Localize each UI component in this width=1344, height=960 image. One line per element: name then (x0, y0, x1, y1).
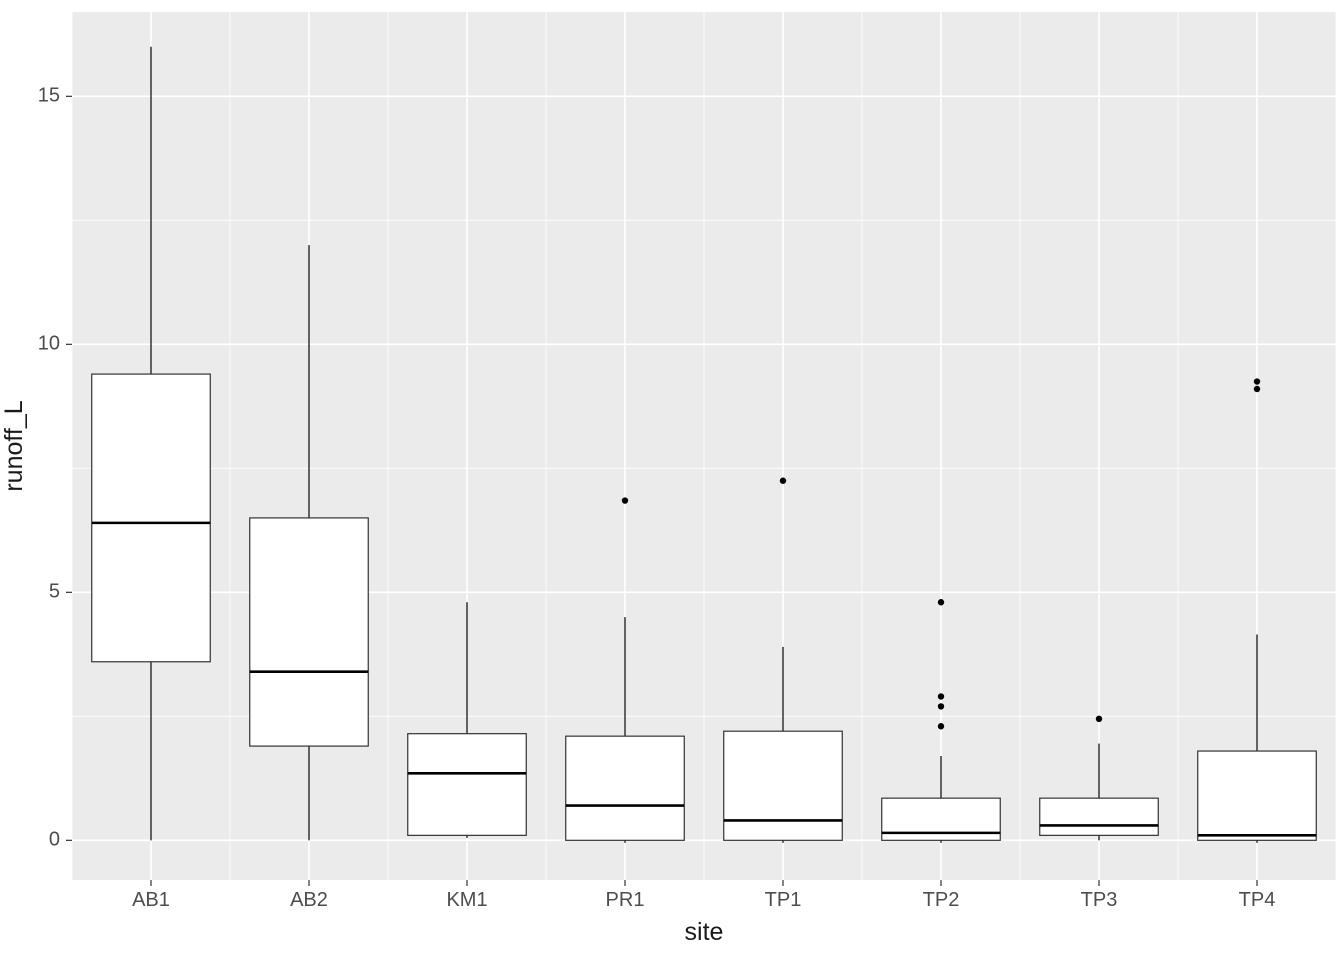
x-tick-label: TP4 (1239, 889, 1276, 911)
outlier-point (1254, 386, 1260, 392)
box-rect (408, 734, 527, 836)
box-rect (1040, 798, 1159, 835)
x-tick-label: AB2 (290, 889, 328, 911)
y-tick-label: 15 (38, 85, 60, 107)
outlier-point (938, 599, 944, 605)
x-tick-label: KM1 (446, 889, 487, 911)
y-axis-title-svg: runoff_L (0, 400, 28, 491)
outlier-point (938, 723, 944, 729)
x-tick-label: AB1 (132, 889, 170, 911)
y-tick-label: 0 (49, 829, 60, 851)
chart-svg: 0 5 10 15 AB1 AB2 KM1 PR1 TP1 TP2 TP3 TP4 site runoff… (0, 0, 1344, 960)
x-axis-title-svg: site (685, 918, 724, 946)
x-tick-label: TP2 (923, 889, 960, 911)
box-rect (250, 518, 369, 746)
x-tick-label: PR1 (606, 889, 645, 911)
y-tick-label: 10 (38, 333, 60, 355)
y-tick-label: 5 (49, 581, 60, 603)
outlier-point (622, 497, 628, 503)
outlier-point (1096, 716, 1102, 722)
x-tick-label: TP1 (765, 889, 802, 911)
outlier-point (780, 478, 786, 484)
box-rect (566, 736, 685, 840)
outlier-point (938, 693, 944, 699)
x-tick-label: TP3 (1081, 889, 1118, 911)
box-rect (92, 374, 211, 662)
outlier-point (1254, 378, 1260, 384)
box-rect (1198, 751, 1317, 840)
boxplot-chart: 0 5 10 15 AB1 AB2 KM1 PR1 TP1 TP2 TP3 TP4 site runoff… (0, 0, 1344, 960)
box-rect (724, 731, 843, 840)
outlier-point (938, 703, 944, 709)
